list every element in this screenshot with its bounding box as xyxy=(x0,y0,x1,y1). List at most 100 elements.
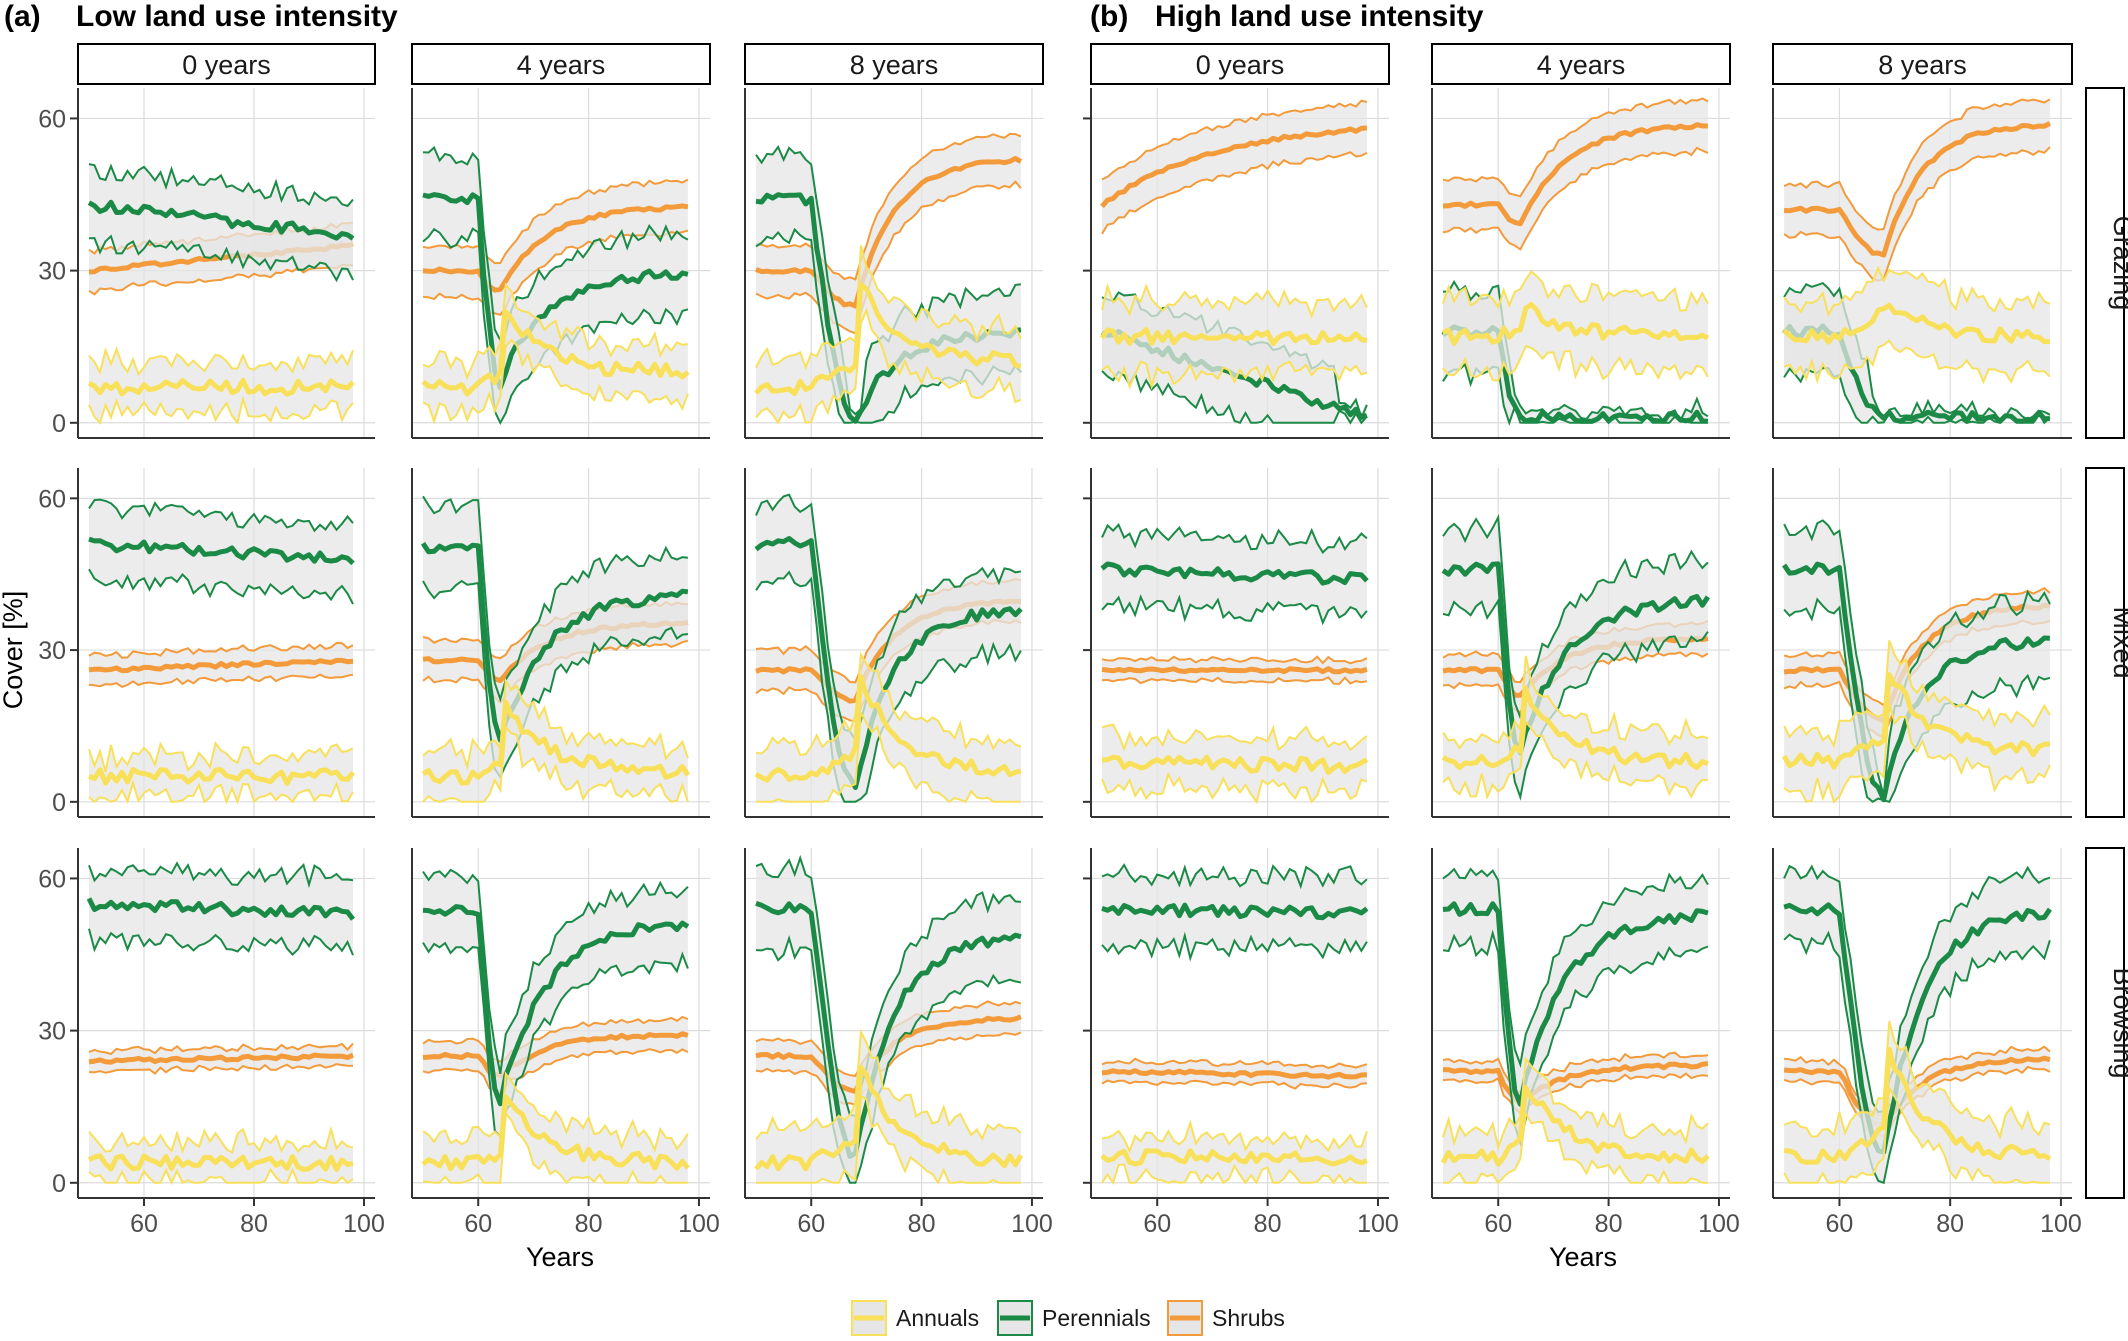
lower-bound-perennials xyxy=(1101,931,1368,962)
mean-line-annuals xyxy=(754,674,1022,783)
upper-bound-annuals xyxy=(422,1071,689,1153)
mean-line-shrubs xyxy=(1101,1068,1368,1080)
ribbon-annuals xyxy=(756,1032,1021,1183)
legend: Annuals Perennials Shrubs xyxy=(851,1300,1285,1336)
row-strip: Browsing xyxy=(2085,847,2128,1199)
mean-line-annuals xyxy=(1782,302,2050,345)
upper-bound-shrubs xyxy=(1101,1057,1368,1069)
strip-box xyxy=(1772,43,2073,85)
mean-line-shrubs xyxy=(88,657,354,674)
mean-line-perennials xyxy=(422,904,690,1107)
y-tick-label: 0 xyxy=(52,1170,66,1198)
upper-bound-shrubs xyxy=(1442,1051,1709,1094)
lower-bound-perennials xyxy=(88,928,354,957)
x-tick-label: 100 xyxy=(343,1210,385,1238)
ribbon-perennials xyxy=(89,164,353,281)
mean-line-shrubs xyxy=(1101,666,1368,675)
strip-label: 0 years xyxy=(182,50,271,80)
legend-label: Annuals xyxy=(896,1305,979,1331)
series-group xyxy=(420,495,691,803)
lower-bound-annuals xyxy=(1783,1085,2050,1184)
legend-item-perennials: Perennials xyxy=(997,1300,1151,1336)
facet-low-mixed-4y xyxy=(411,468,710,818)
lower-bound-annuals xyxy=(422,1111,688,1185)
upper-bound-annuals xyxy=(1101,282,1368,319)
facet-high-browsing-4y: 60 80 100 xyxy=(1431,848,1740,1238)
upper-bound-shrubs xyxy=(88,641,354,659)
facet-high-browsing-0y: 60 80 100 xyxy=(1083,848,1399,1238)
lower-bound-annuals xyxy=(1101,360,1368,391)
column-strip: 8 years xyxy=(744,43,1044,85)
upper-bound-shrubs xyxy=(422,178,689,265)
series-group xyxy=(86,861,355,1186)
lower-bound-annuals xyxy=(422,338,689,425)
mean-line-annuals xyxy=(1099,327,1368,347)
lower-bound-annuals xyxy=(1101,1163,1367,1186)
upper-bound-annuals xyxy=(88,740,354,773)
lower-bound-perennials xyxy=(88,234,354,283)
lower-bound-annuals xyxy=(88,779,354,805)
facet-low-grazing-4y xyxy=(411,88,710,439)
upper-bound-perennials xyxy=(755,854,1021,1118)
panel-b-title: High land use intensity xyxy=(1155,0,1484,33)
series-group xyxy=(754,854,1024,1185)
lower-bound-perennials xyxy=(1442,929,1709,1147)
legend-label: Perennials xyxy=(1042,1305,1151,1331)
x-axis-title-b: Years xyxy=(1549,1242,1617,1272)
facet-low-grazing-8y xyxy=(744,88,1043,439)
facets: 0 30 60 0 30 60 0 30 60 60 80 100 60 80 100 60 80 100 60 80… xyxy=(38,43,2128,1238)
mean-line-annuals xyxy=(1100,1148,1368,1167)
ribbon-shrubs xyxy=(1784,99,2050,281)
y-axis-title: Cover [%] xyxy=(0,591,28,710)
lower-bound-perennials xyxy=(422,941,689,1139)
y-tick-label: 60 xyxy=(38,865,66,893)
upper-bound-annuals xyxy=(1101,723,1368,752)
strip-box xyxy=(77,43,376,85)
strip-label: Mixed xyxy=(2108,606,2128,678)
mean-line-shrubs xyxy=(1100,125,1368,209)
facet-high-mixed-4y xyxy=(1431,468,1730,818)
upper-bound-shrubs xyxy=(1783,98,2051,231)
row-strip: Grazing xyxy=(2085,87,2128,439)
upper-bound-annuals xyxy=(1783,640,2051,749)
lower-bound-shrubs xyxy=(1101,151,1368,235)
series-group xyxy=(1783,864,2052,1185)
upper-bound-annuals xyxy=(1783,265,2051,318)
upper-bound-annuals xyxy=(1783,1020,2051,1140)
ribbon-shrubs xyxy=(1102,100,1367,234)
strip-box xyxy=(1431,43,1731,85)
series-group xyxy=(1100,863,1369,1186)
ribbon-perennials xyxy=(756,494,1021,802)
y-tick-label: 30 xyxy=(38,1018,66,1046)
strip-label: 0 years xyxy=(1196,50,1285,80)
mean-line-shrubs xyxy=(1442,122,1708,227)
mean-line-perennials xyxy=(1441,561,1710,756)
x-tick-label: 100 xyxy=(1698,1210,1740,1238)
upper-bound-perennials xyxy=(88,861,354,889)
lower-bound-shrubs xyxy=(1442,1072,1709,1115)
lower-bound-annuals xyxy=(755,307,1022,425)
upper-bound-annuals xyxy=(1442,270,1709,312)
y-tick-label: 60 xyxy=(38,105,66,133)
mean-line-perennials xyxy=(1442,901,1709,1107)
ribbon-perennials xyxy=(89,863,353,956)
facet-high-grazing-4y xyxy=(1431,88,1730,439)
upper-bound-perennials xyxy=(422,145,689,343)
series-group xyxy=(754,493,1023,804)
lower-bound-annuals xyxy=(756,709,1021,804)
upper-bound-annuals xyxy=(755,651,1022,757)
upper-bound-annuals xyxy=(422,282,689,381)
upper-bound-shrubs xyxy=(88,1042,354,1056)
mean-line-shrubs xyxy=(422,1031,689,1079)
y-tick-label: 60 xyxy=(38,485,66,513)
mean-line-annuals xyxy=(1441,685,1709,771)
x-tick-label: 60 xyxy=(130,1210,158,1238)
mean-line-perennials xyxy=(755,901,1022,1159)
panel-a-label: (a) xyxy=(4,0,41,33)
strip-box xyxy=(744,43,1044,85)
upper-bound-shrubs xyxy=(1101,655,1368,665)
lower-bound-shrubs xyxy=(422,1048,689,1094)
mean-line-annuals xyxy=(1781,672,2051,770)
strip-box xyxy=(2085,87,2125,439)
